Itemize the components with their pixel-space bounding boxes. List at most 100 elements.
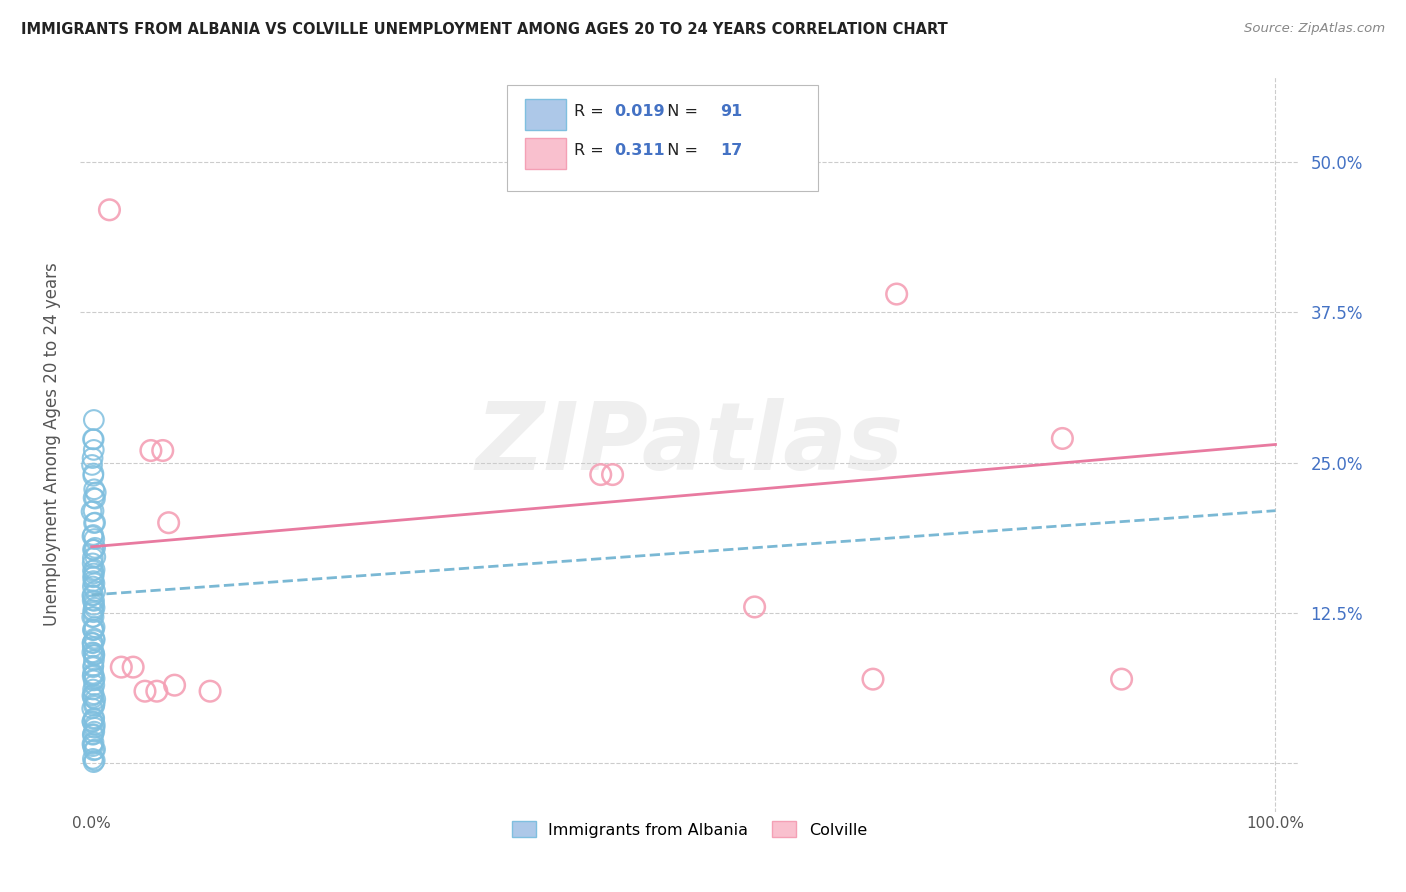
Point (82, 660, 104, 674)
Point (589, 467, 612, 482)
Point (83, 569, 105, 583)
Point (82, 682, 104, 697)
Point (83, 633, 105, 648)
Point (80, 504, 103, 518)
Point (82, 589, 104, 603)
Point (122, 660, 145, 674)
Point (82, 690, 104, 705)
Point (82, 588, 104, 602)
Point (152, 443, 174, 458)
Point (82, 727, 104, 741)
Point (157, 516, 180, 530)
FancyBboxPatch shape (524, 138, 567, 169)
Point (82, 574, 104, 588)
Point (83, 672, 105, 686)
Point (82, 752, 104, 766)
Point (83, 648, 105, 662)
Point (82, 623, 104, 637)
Text: N =: N = (657, 144, 703, 159)
Point (163, 678, 186, 692)
Point (82, 468, 104, 483)
Point (83, 504, 105, 518)
Point (83, 711, 105, 725)
Point (82, 737, 104, 751)
Point (83, 620, 105, 634)
Point (82, 658, 104, 673)
Point (83, 718, 105, 732)
Point (82, 623, 104, 637)
Point (82, 636, 104, 650)
Point (82, 714, 104, 728)
Point (83, 712, 105, 726)
Point (83, 623, 105, 637)
Point (82, 451, 104, 466)
Point (83, 413, 105, 427)
Point (84, 549, 107, 564)
Point (83, 433, 105, 447)
Point (82, 467, 104, 481)
Point (84, 541, 107, 555)
Point (146, 684, 169, 698)
Point (83, 673, 105, 688)
Text: IMMIGRANTS FROM ALBANIA VS COLVILLE UNEMPLOYMENT AMONG AGES 20 TO 24 YEARS CORRE: IMMIGRANTS FROM ALBANIA VS COLVILLE UNEM… (21, 22, 948, 37)
Point (84, 584, 107, 599)
Point (83, 516, 105, 530)
Point (139, 443, 162, 458)
Y-axis label: Unemployment Among Ages 20 to 24 years: Unemployment Among Ages 20 to 24 years (44, 262, 60, 626)
Point (83, 724, 105, 739)
Point (82, 669, 104, 683)
Point (83, 598, 105, 612)
Point (1052, 432, 1074, 446)
Point (82, 528, 104, 542)
Point (83, 594, 105, 608)
Point (82, 610, 104, 624)
Point (84, 485, 107, 500)
FancyBboxPatch shape (506, 85, 817, 191)
Point (82, 666, 104, 681)
Point (83, 648, 105, 662)
Point (602, 467, 624, 482)
Point (82, 728, 104, 742)
Text: 0.311: 0.311 (614, 144, 665, 159)
Point (82, 645, 104, 659)
Point (83, 687, 105, 701)
Point (82, 557, 104, 571)
Point (83, 442, 105, 457)
Point (82, 564, 104, 578)
Point (80, 458, 103, 472)
Text: 91: 91 (720, 104, 742, 120)
Point (83, 755, 105, 769)
Text: R =: R = (574, 104, 609, 120)
Point (1111, 672, 1133, 686)
Point (83, 532, 105, 546)
Point (82, 714, 104, 729)
Point (83, 542, 105, 557)
Point (82, 636, 104, 650)
Point (83, 610, 105, 624)
Point (84, 491, 107, 506)
Text: ZIPatlas: ZIPatlas (475, 399, 904, 491)
Point (83, 697, 105, 711)
Point (82, 701, 104, 715)
Point (134, 684, 156, 698)
Point (83, 632, 105, 646)
Point (83, 678, 105, 692)
Point (82, 605, 104, 619)
Text: N =: N = (657, 104, 703, 120)
Point (84, 692, 107, 706)
Point (82, 550, 104, 565)
Point (83, 653, 105, 667)
Point (82, 689, 104, 703)
Point (82, 529, 104, 543)
Point (98, 202, 121, 217)
Text: R =: R = (574, 144, 609, 159)
Point (84, 742, 107, 756)
Point (82, 640, 104, 654)
Point (83, 721, 105, 735)
Point (82, 603, 104, 617)
Point (886, 287, 908, 301)
Point (82, 593, 104, 607)
Point (83, 491, 105, 505)
Text: Source: ZipAtlas.com: Source: ZipAtlas.com (1244, 22, 1385, 36)
Point (82, 570, 104, 584)
